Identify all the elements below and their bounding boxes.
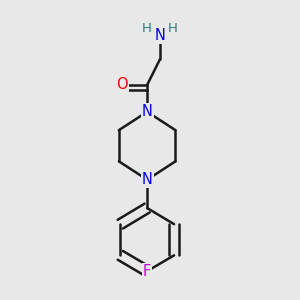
Text: O: O	[116, 77, 127, 92]
Text: H: H	[142, 22, 152, 35]
Text: N: N	[154, 28, 165, 43]
Text: H: H	[168, 22, 178, 35]
Text: N: N	[142, 172, 153, 187]
Text: N: N	[142, 104, 153, 119]
Text: F: F	[143, 264, 151, 279]
